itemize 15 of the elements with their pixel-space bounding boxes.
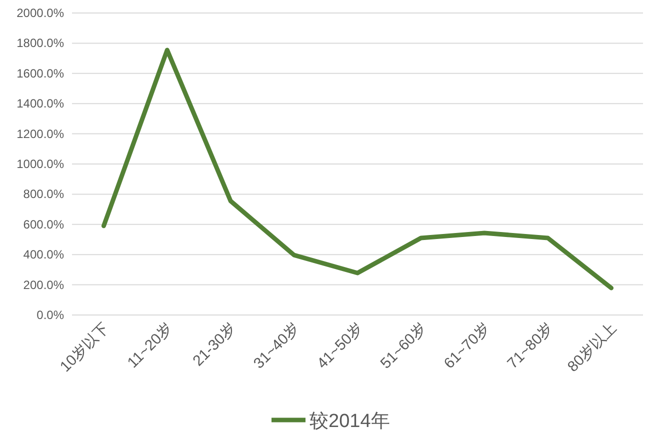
x-tick-label: 80岁以上 (564, 320, 620, 376)
y-tick-label: 0.0% (36, 308, 64, 322)
y-tick-label: 1200.0% (16, 126, 64, 141)
y-tick-label: 1000.0% (16, 157, 64, 171)
y-tick-label: 600.0% (23, 217, 64, 232)
y-tick-label: 1600.0% (16, 66, 64, 80)
line-series (101, 48, 614, 290)
legend-label: 较2014年 (310, 411, 390, 432)
y-tick-label: 1800.0% (16, 36, 64, 50)
x-tick-label: 10岁以下 (56, 320, 113, 376)
y-tick-label: 1400.0% (16, 96, 64, 111)
y-tick-label: 2000.0% (16, 6, 64, 20)
y-tick-label: 400.0% (23, 248, 64, 262)
y-tick-label: 200.0% (23, 278, 64, 292)
y-tick-label: 800.0% (23, 187, 64, 202)
